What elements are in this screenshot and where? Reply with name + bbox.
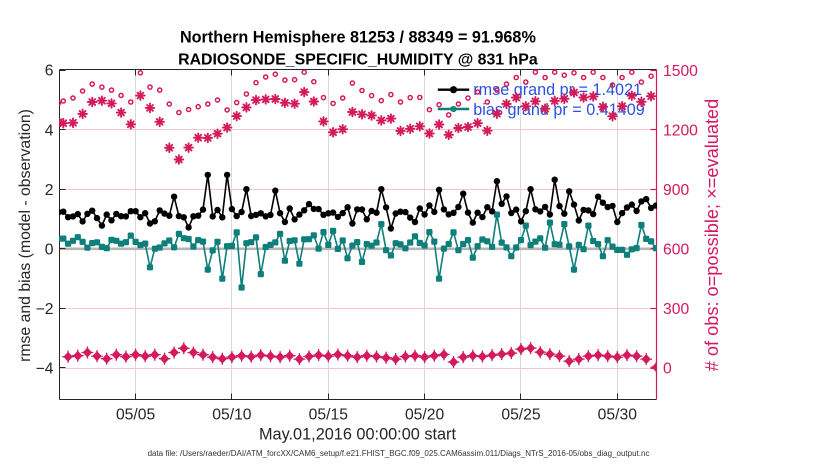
svg-text:05/05: 05/05: [116, 406, 156, 423]
svg-text:1200: 1200: [663, 122, 698, 139]
svg-text:1500: 1500: [663, 63, 698, 80]
svg-text:4: 4: [45, 122, 54, 139]
svg-text:−2: −2: [36, 301, 54, 318]
svg-text:05/30: 05/30: [598, 406, 638, 423]
svg-text:900: 900: [663, 182, 689, 199]
svg-text:RADIOSONDE_SPECIFIC_HUMIDITY @: RADIOSONDE_SPECIFIC_HUMIDITY @ 831 hPa: [178, 52, 538, 69]
svg-text:May.01,2016 00:00:00 start: May.01,2016 00:00:00 start: [259, 426, 456, 444]
svg-text:# of obs: o=possible; ×=evalua: # of obs: o=possible; ×=evaluated: [702, 99, 722, 372]
svg-text:05/20: 05/20: [405, 406, 445, 423]
svg-text:Northern Hemisphere 81253 / 88: Northern Hemisphere 81253 / 88349 = 91.9…: [180, 29, 536, 47]
svg-text:05/25: 05/25: [501, 406, 541, 423]
svg-text:−4: −4: [36, 361, 54, 378]
svg-text:05/10: 05/10: [212, 406, 252, 423]
svg-text:0: 0: [663, 361, 672, 378]
svg-text:rmse and bias (model - observa: rmse and bias (model - observation): [17, 109, 34, 362]
svg-text:05/15: 05/15: [309, 406, 349, 423]
svg-text:6: 6: [45, 63, 54, 80]
svg-text:data file: /Users/raeder/DAI/A: data file: /Users/raeder/DAI/ATM_forcXX/…: [148, 449, 650, 458]
svg-text:600: 600: [663, 242, 689, 259]
svg-text:300: 300: [663, 301, 689, 318]
svg-text:0: 0: [45, 241, 54, 258]
svg-text:2: 2: [45, 182, 54, 199]
